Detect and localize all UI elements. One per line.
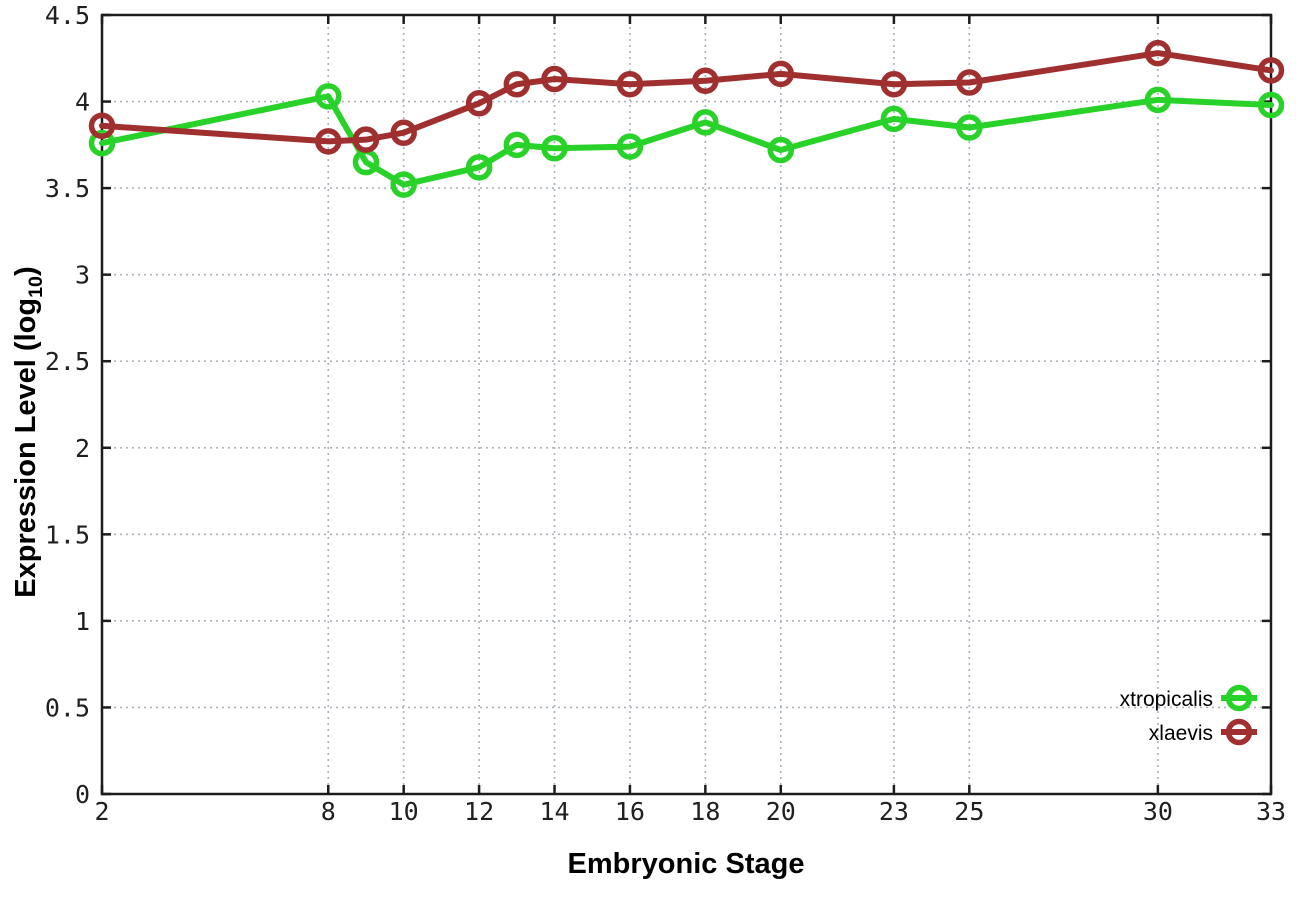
data-point-xlaevis [880, 70, 908, 98]
data-point-xlaevis [1144, 39, 1172, 67]
data-point-xtropicalis [956, 114, 983, 141]
data-point-xtropicalis [1144, 86, 1172, 114]
data-point-xlaevis [315, 128, 342, 155]
x-tick-label: 10 [389, 797, 419, 826]
x-tick-label: 30 [1143, 797, 1173, 826]
x-tick-label: 23 [879, 797, 909, 826]
x-tick-label: 18 [690, 797, 720, 826]
data-point-xtropicalis [465, 154, 493, 181]
data-point-xlaevis [692, 67, 719, 95]
y-axis-title-subscript: 10 [24, 276, 47, 298]
legend-label-xtropicalis: xtropicalis [1120, 688, 1213, 711]
data-point-xlaevis [956, 69, 983, 96]
x-tick-label: 33 [1256, 797, 1286, 826]
y-tick-label: 0.5 [45, 693, 90, 722]
data-point-xlaevis [352, 126, 380, 153]
data-point-xtropicalis [541, 135, 568, 162]
data-point-xlaevis [503, 70, 531, 98]
y-axis-title-text: Expression Level (log [10, 297, 42, 598]
x-tick-label: 16 [615, 797, 645, 826]
data-point-xtropicalis [616, 133, 644, 160]
y-tick-label: 2 [75, 434, 90, 463]
x-axis-title: Embryonic Stage [567, 848, 805, 880]
x-tick-label: 12 [464, 797, 494, 826]
data-point-xtropicalis [390, 171, 417, 198]
data-point-xtropicalis [503, 131, 531, 159]
y-tick-label: 1.5 [45, 520, 90, 549]
y-tick-label: 0 [75, 780, 90, 809]
data-point-xtropicalis [1257, 91, 1285, 119]
x-tick-label: 2 [94, 797, 109, 826]
x-tick-label: 25 [954, 797, 984, 826]
y-tick-label: 2.5 [45, 347, 90, 376]
data-point-xtropicalis [88, 129, 116, 157]
x-tick-label: 8 [321, 797, 336, 826]
y-tick-label: 4 [75, 88, 90, 117]
y-tick-label: 4.5 [45, 1, 90, 30]
legend-label-xlaevis: xlaevis [1149, 722, 1213, 745]
y-tick-label: 3.5 [45, 174, 90, 203]
data-point-xlaevis [88, 112, 116, 140]
y-axis-title-suffix: ) [10, 266, 42, 276]
data-point-xtropicalis [692, 109, 719, 136]
data-point-xlaevis [390, 119, 417, 146]
data-point-xlaevis [541, 65, 568, 93]
legend-marker-xlaevis [1225, 718, 1253, 746]
y-axis-title: Expression Level (log10) [6, 192, 47, 672]
x-tick-label: 20 [766, 797, 796, 826]
legend-marker-xtropicalis [1225, 684, 1253, 712]
data-point-xtropicalis [880, 105, 908, 133]
data-point-xtropicalis [315, 83, 342, 110]
plot-border [100, 13, 1273, 796]
data-point-xlaevis [1257, 57, 1285, 84]
x-tick-label: 14 [539, 797, 569, 826]
data-point-xtropicalis [767, 136, 795, 164]
y-tick-label: 3 [75, 261, 90, 290]
data-point-xlaevis [767, 60, 795, 88]
y-tick-label: 1 [75, 607, 90, 636]
data-point-xlaevis [465, 90, 493, 117]
data-point-xlaevis [616, 70, 644, 98]
